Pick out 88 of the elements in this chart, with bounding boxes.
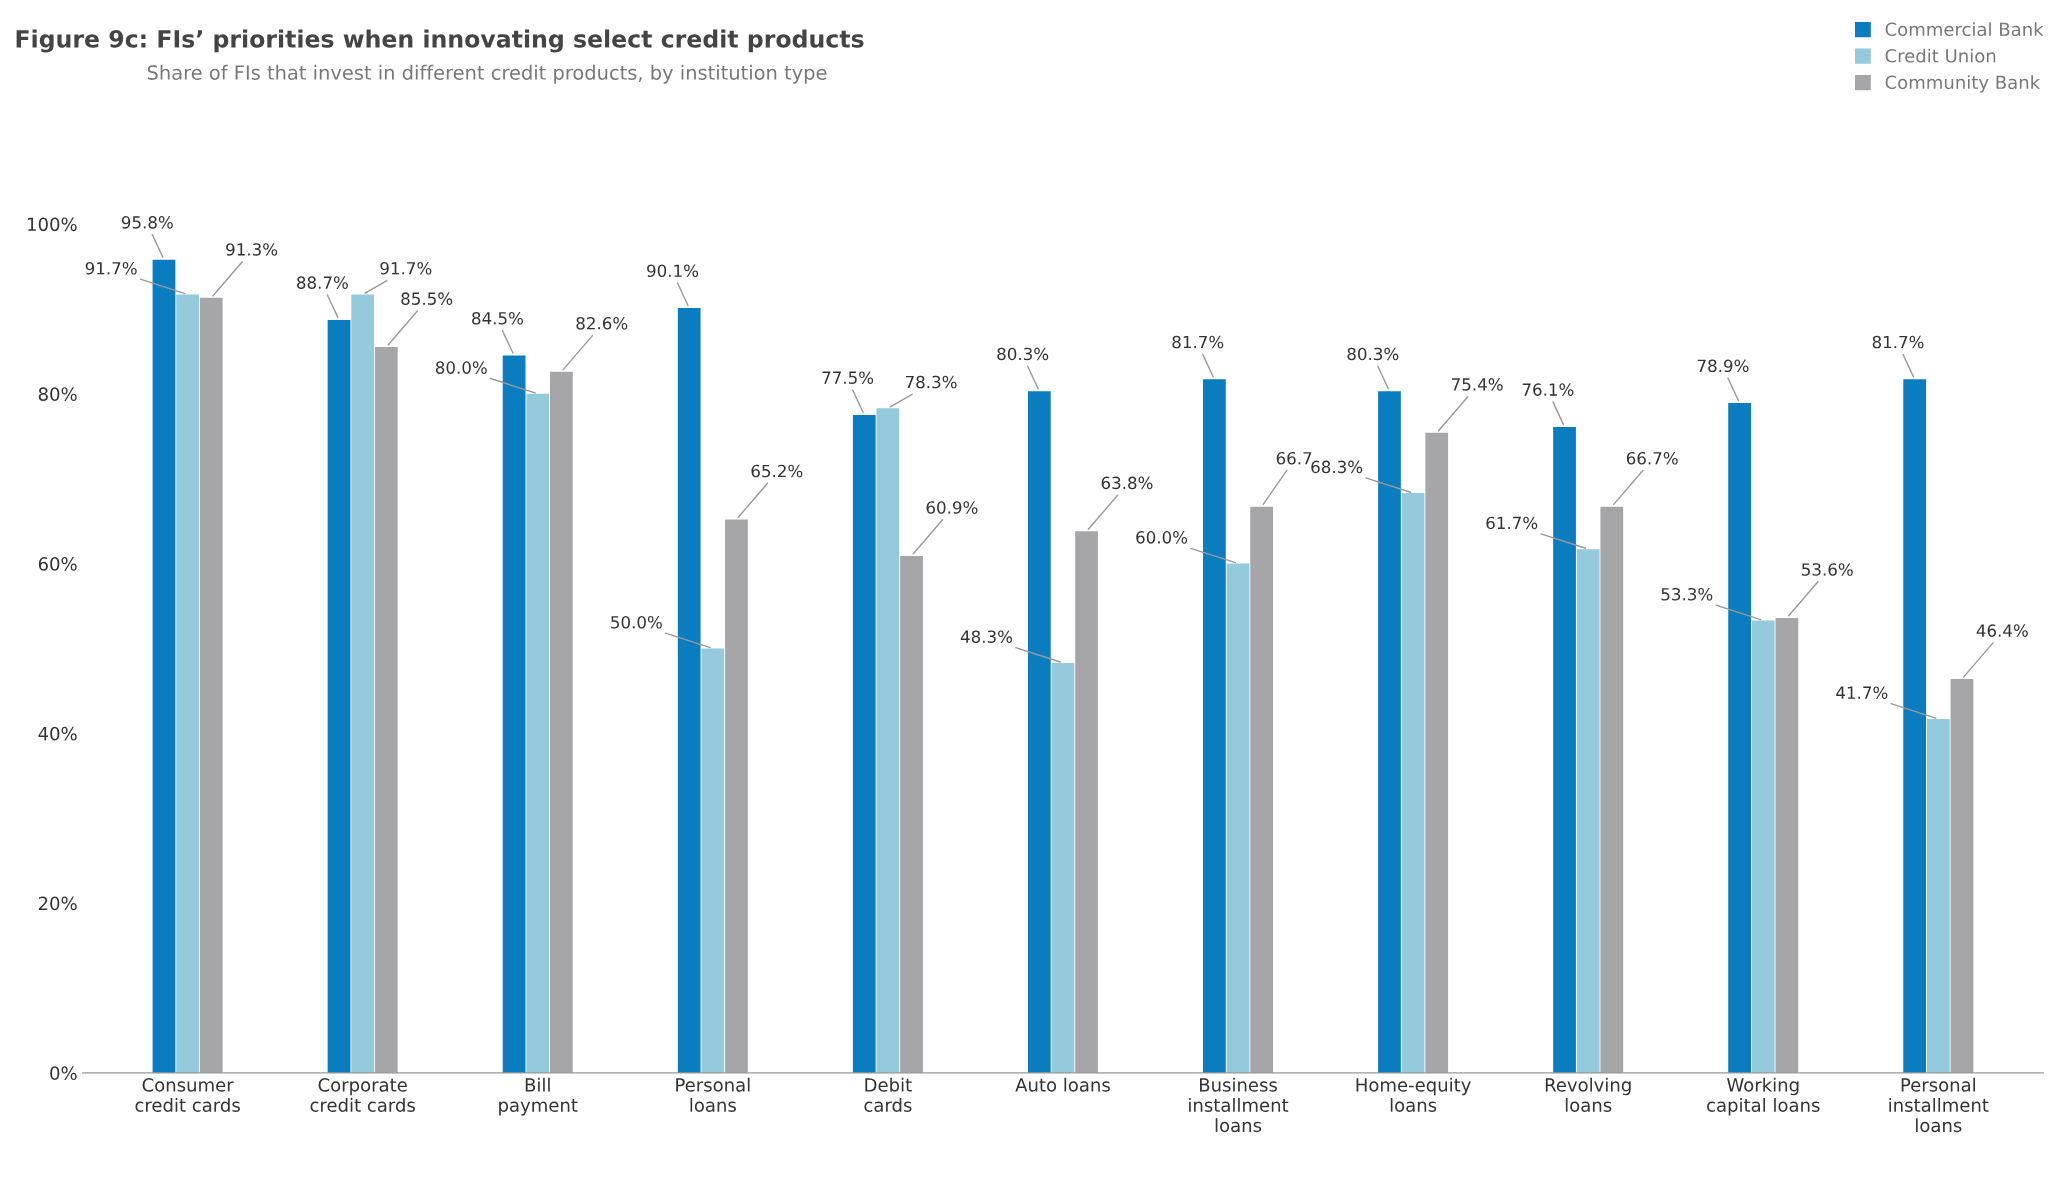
y-tick-label: 20% [38,896,77,911]
bar [526,393,550,1073]
bar [176,294,199,1073]
data-label: 91.7% [380,261,432,275]
x-tick-label: Personal installment loans [1889,1077,1989,1133]
data-label: 85.5% [401,292,453,305]
data-label: 84.5% [472,311,523,325]
chart-subtitle: Share of FIs that invest in different credit products, by institution type [147,64,827,84]
data-label: 75.4% [1451,378,1503,391]
data-label: 88.7% [297,276,348,289]
x-tick-label: Revolving loans [1545,1077,1631,1112]
bar [725,519,748,1073]
x-tick-label: Home-equity loans [1356,1077,1471,1112]
data-label: 82.6% [576,316,628,330]
x-tick-label: Corporate credit cards [310,1078,415,1112]
bar [1600,506,1624,1073]
bar [1926,718,1950,1073]
bar [1576,549,1600,1073]
data-label: 81.7% [1872,335,1924,349]
data-label: 80.3% [1347,347,1399,361]
bar [1250,506,1274,1073]
legend-label: Credit Union [1885,48,1996,63]
bar [1775,617,1799,1073]
data-label: 95.8% [121,216,173,229]
x-tick-label: Working capital loans [1707,1077,1820,1116]
data-label: 60.9% [926,501,978,514]
legend-label: Commercial Bank [1885,22,2044,37]
data-label: 46.4% [1976,624,2028,637]
bar [550,371,573,1073]
bar [351,294,375,1073]
data-label: 66.7% [1626,451,1678,465]
bar [876,408,900,1073]
data-label: 60.0% [1136,531,1188,544]
data-label: 90.1% [647,264,699,278]
data-label: 48.3% [960,630,1013,643]
data-label: 91.7% [85,261,137,275]
data-label: 66.7 [1276,451,1312,465]
data-label: 50.0% [611,615,662,629]
bar [677,308,701,1073]
data-label: 80.3% [997,347,1049,361]
data-label: 63.8% [1101,476,1153,490]
bar [1425,432,1449,1073]
bar [1950,679,1974,1073]
bar [327,319,351,1073]
y-tick-label: 100% [28,217,77,232]
bar [502,355,526,1073]
data-label: 78.9% [1697,359,1749,373]
bar [1751,620,1775,1073]
data-label: 91.3% [226,243,278,256]
chart-title: Figure 9c: FIs’ priorities when innovating select credit products [16,29,864,53]
y-tick-label: 0% [50,1066,77,1081]
bar [701,648,725,1073]
data-label: 41.7% [1836,686,1888,700]
bar [199,297,223,1073]
x-tick-label: Business installment loans [1189,1077,1289,1133]
y-tick-label: 60% [38,557,77,571]
bar [900,555,923,1073]
data-label: 78.3% [905,375,957,389]
bar [1553,426,1576,1073]
x-tick-label: Bill payment [499,1077,578,1116]
data-label: 76.1% [1522,383,1574,396]
x-tick-label: Personal loans [676,1077,750,1112]
bar [1226,563,1250,1073]
bar [1903,379,1927,1073]
y-tick-label: 40% [38,726,77,741]
data-label: 53.6% [1802,563,1853,576]
x-tick-label: Auto loans [1015,1077,1110,1092]
x-tick-label: Debit cards [864,1077,912,1112]
data-label: 53.3% [1661,587,1713,601]
y-tick-label: 80% [38,387,77,401]
x-tick-label: Consumer credit cards [135,1078,240,1112]
data-label: 61.7% [1486,516,1538,530]
data-label: 80.0% [435,361,487,374]
data-label: 65.2% [751,464,803,478]
legend-label: Community Bank [1885,75,2041,93]
data-label: 81.7% [1172,335,1224,349]
bar [374,347,398,1073]
data-label: 68.3% [1311,460,1363,474]
bar [1401,493,1425,1073]
bar [1075,531,1098,1073]
data-label: 77.5% [822,371,874,384]
bar [152,259,176,1073]
bar [1203,379,1226,1073]
bar [1728,403,1751,1073]
bar [852,415,876,1073]
bar [1051,662,1075,1073]
bar [1378,391,1401,1073]
bar [1027,391,1051,1073]
